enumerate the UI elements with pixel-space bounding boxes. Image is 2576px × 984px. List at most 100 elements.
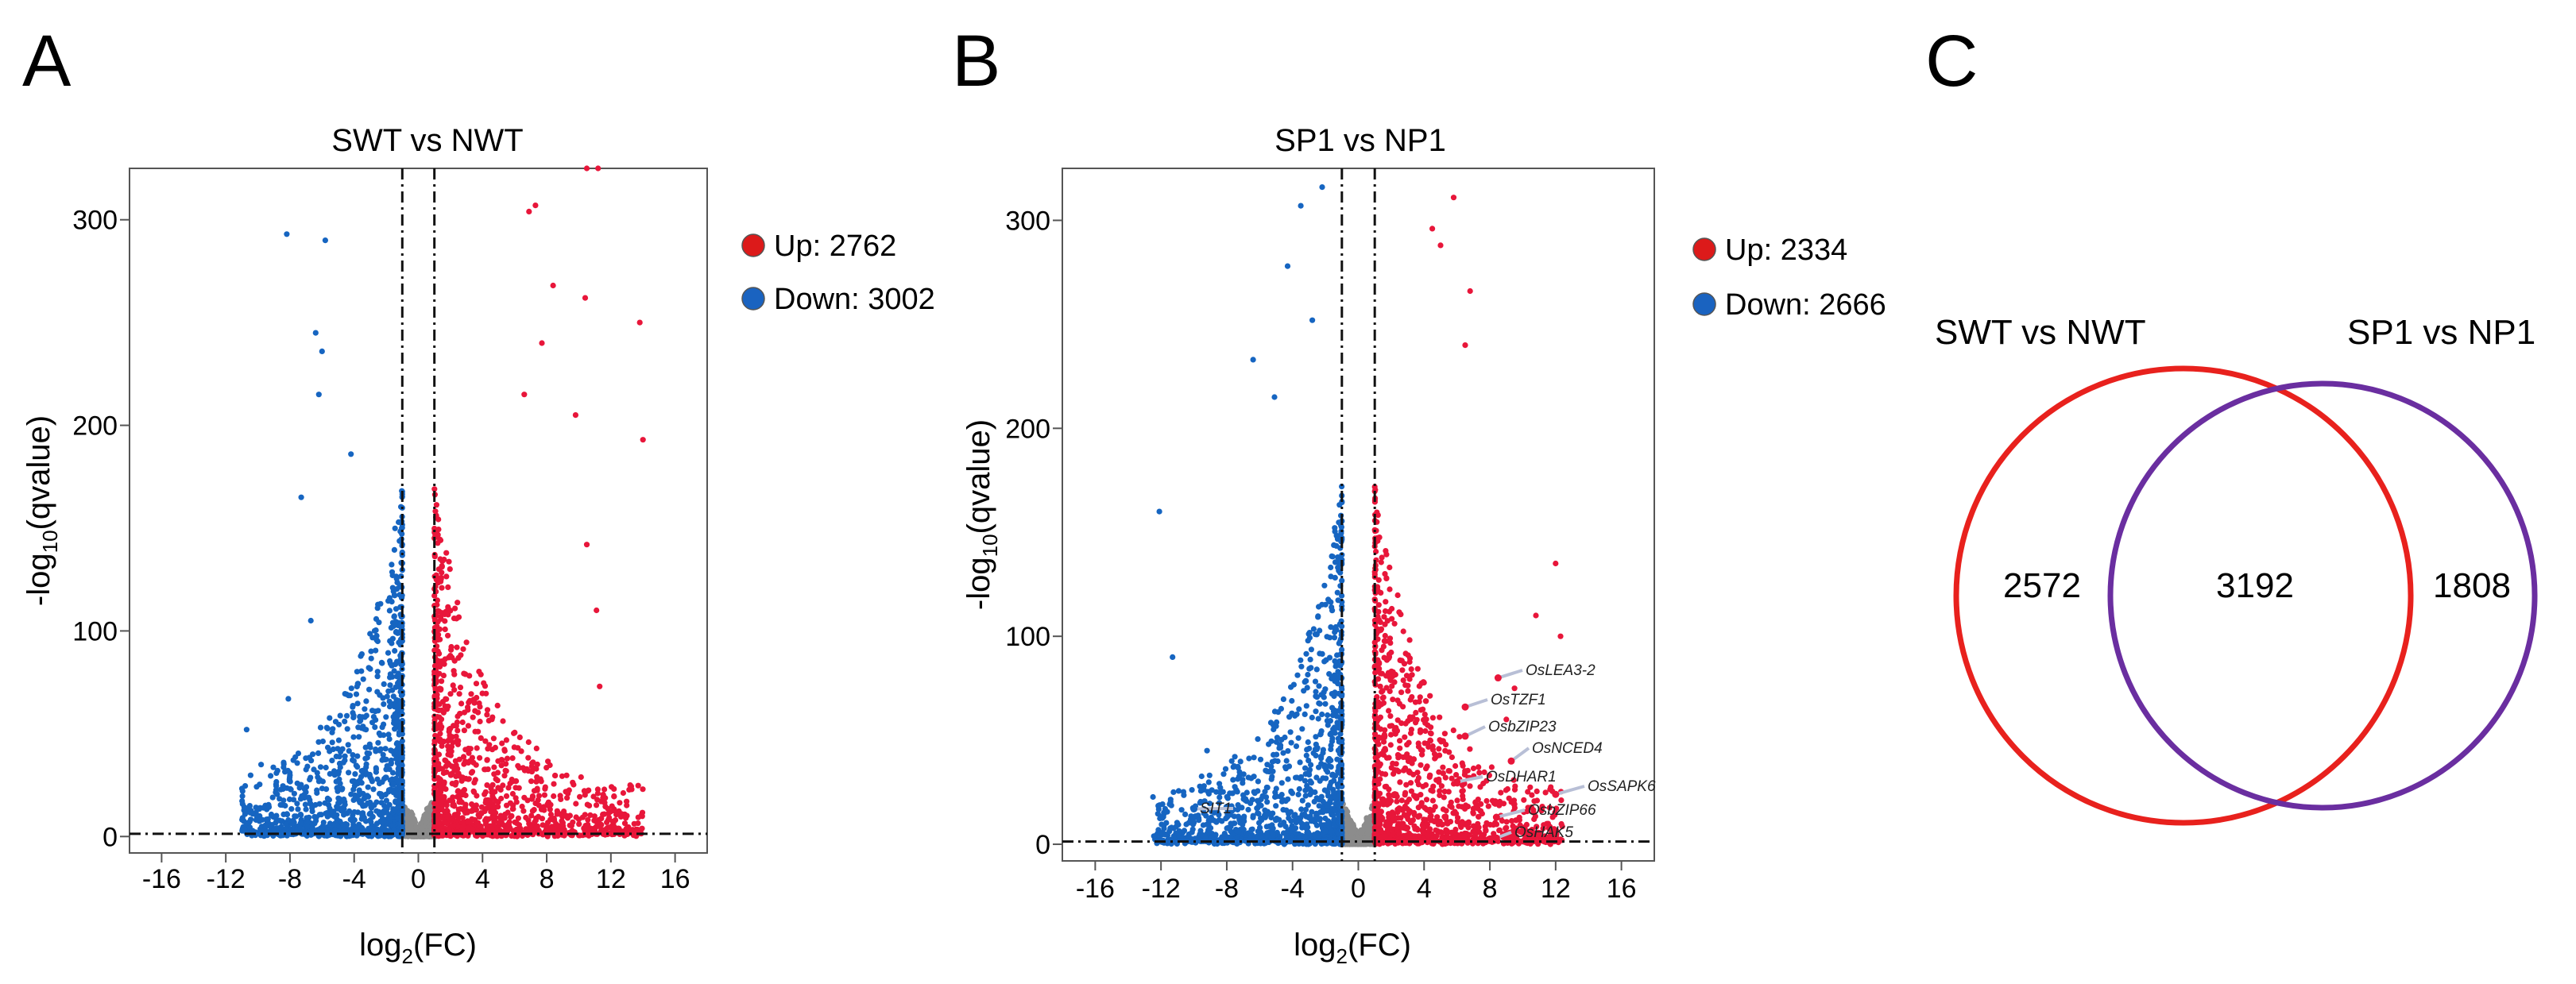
up-point: [477, 754, 483, 761]
up-point: [1375, 577, 1382, 583]
up-point: [526, 820, 532, 827]
up-point: [1458, 824, 1464, 831]
up-point: [627, 782, 633, 789]
up-point: [1375, 699, 1382, 705]
down-point: [389, 673, 396, 680]
down-point: [1307, 656, 1313, 663]
up-point: [507, 825, 513, 832]
up-point: [1372, 754, 1379, 761]
down-point: [379, 779, 385, 785]
up-point: [637, 827, 644, 833]
down-point: [277, 817, 283, 824]
up-point: [1379, 670, 1385, 677]
up-point: [510, 805, 516, 812]
up-point: [1402, 792, 1408, 798]
down-point: [289, 820, 296, 827]
up-point: [465, 723, 472, 729]
up-point: [1459, 782, 1466, 789]
down-point: [329, 729, 335, 735]
down-point: [1178, 807, 1185, 813]
down-point: [333, 753, 339, 760]
down-point: [363, 727, 369, 733]
up-point: [1418, 680, 1425, 686]
up-point: [1413, 709, 1419, 716]
up-point: [1420, 706, 1426, 712]
up-point: [1449, 829, 1455, 835]
down-point: [379, 660, 385, 666]
up-point: [484, 757, 490, 763]
down-point: [299, 793, 305, 800]
up-point: [1412, 793, 1418, 801]
up-point: [1472, 832, 1479, 838]
up-point: [1487, 821, 1494, 828]
up-point: [1383, 771, 1389, 778]
up-point: [460, 646, 466, 652]
up-point: [1414, 770, 1421, 776]
up-point: [541, 792, 548, 798]
panel-letter-a: A: [22, 21, 72, 102]
up-point: [547, 811, 555, 818]
up-point: [1407, 808, 1414, 815]
down-point: [373, 627, 379, 634]
up-point: [493, 809, 499, 816]
up-point: [489, 716, 495, 723]
x-tick-label: 16: [660, 864, 690, 894]
up-point: [439, 678, 445, 685]
up-point: [469, 769, 476, 775]
up-point: [528, 812, 535, 819]
up-point: [577, 832, 583, 839]
ns-point: [1347, 828, 1353, 834]
up-point: [1472, 799, 1479, 805]
down-point: [331, 813, 338, 820]
up-point: [503, 737, 510, 743]
down-point: [344, 726, 350, 732]
down-point: [355, 681, 362, 687]
down-point: [350, 712, 357, 719]
up-point: [1387, 713, 1394, 720]
down-point: [284, 812, 291, 818]
up-point: [512, 795, 519, 801]
up-point: [437, 731, 443, 737]
down-point: [391, 613, 397, 619]
down-point: [316, 812, 323, 818]
down-point: [394, 740, 400, 747]
up-point: [461, 761, 467, 767]
up-point: [471, 789, 478, 795]
up-point: [581, 788, 588, 794]
up-point: [501, 773, 508, 779]
up-point: [1460, 788, 1466, 794]
down-point: [386, 608, 393, 614]
up-point: [465, 707, 471, 713]
up-point: [536, 802, 543, 808]
up-point: [605, 805, 611, 812]
up-point: [561, 808, 567, 815]
up-point: [439, 564, 445, 570]
up-point: [439, 585, 445, 591]
up-point: [459, 774, 466, 781]
down-point: [365, 784, 371, 790]
up-point: [484, 707, 491, 713]
up-point: [623, 815, 629, 821]
up-point: [1441, 794, 1447, 801]
down-point: [319, 348, 325, 354]
down-point: [1268, 776, 1274, 782]
up-point: [1388, 731, 1394, 738]
down-point: [356, 734, 362, 740]
up-point: [1443, 742, 1449, 748]
up-point: [1547, 786, 1553, 793]
up-point: [586, 802, 593, 809]
down-point: [273, 770, 280, 777]
down-point: [322, 237, 328, 244]
up-point: [437, 537, 444, 543]
up-point: [470, 714, 476, 720]
down-point: [357, 777, 363, 783]
down-point: [286, 796, 293, 803]
up-point: [473, 762, 479, 768]
up-point: [435, 803, 441, 809]
up-point: [1387, 564, 1393, 571]
down-point: [388, 761, 394, 767]
down-point: [1298, 663, 1305, 670]
down-point: [364, 750, 370, 756]
